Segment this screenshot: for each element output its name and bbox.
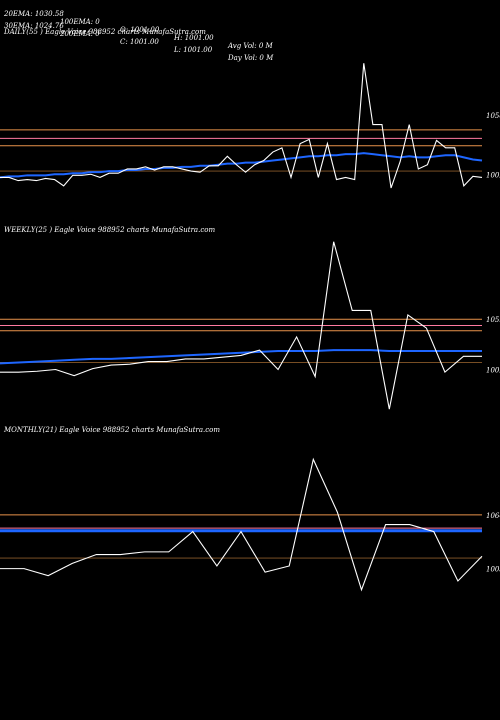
low-label: L: 1001.00: [174, 46, 213, 54]
ema30-label: 30EMA: 1024.76: [4, 22, 64, 30]
ema100-label: 100EMA: 0: [60, 18, 100, 26]
ema200-label: 200EMA: 0: [60, 30, 100, 38]
monthly-y-tick-label-0: 1064: [486, 512, 500, 520]
weekly-chart: 1059 1002: [0, 241, 500, 410]
open-label: O: 1001.00: [120, 26, 160, 34]
header-row-1: 20EMA: 1030.58 100EMA: 0 O: 1001.00 H: 1…: [4, 2, 273, 50]
weekly-y-tick-label-1: 1002: [486, 366, 500, 374]
weekly-y-tick-label-0: 1059: [486, 316, 500, 324]
monthly-chart: 1064 1003: [0, 457, 500, 592]
daily-price-line: [0, 63, 483, 189]
monthly-panel-title: MONTHLY(21) Eagle Voice 988952 charts Mu…: [4, 426, 221, 434]
day-vol-label: Day Vol: 0 M: [228, 54, 274, 62]
header-row-2: 30EMA: 1024.76 200EMA: 0 C: 1001.00 L: 1…: [4, 14, 273, 62]
avg-vol-label: Avg Vol: 0 M: [228, 42, 273, 50]
high-label: H: 1001.00: [174, 34, 214, 42]
close-label: C: 1001.00: [120, 38, 159, 46]
daily-panel-title: DAILY(55 ) Eagle Voice 988952 charts Mun…: [4, 28, 206, 36]
daily-chart: 1058 1002: [0, 63, 500, 189]
daily-y-tick-label-1: 1002: [486, 171, 500, 179]
daily-y-tick-label-0: 1058: [486, 112, 500, 120]
monthly-y-tick-label-1: 1003: [486, 566, 500, 574]
weekly-panel-title: WEEKLY(25 ) Eagle Voice 988952 charts Mu…: [4, 226, 216, 234]
daily-ema-line: [0, 152, 483, 179]
ema20-label: 20EMA: 1030.58: [4, 10, 64, 18]
weekly-ema-line: [0, 349, 482, 365]
